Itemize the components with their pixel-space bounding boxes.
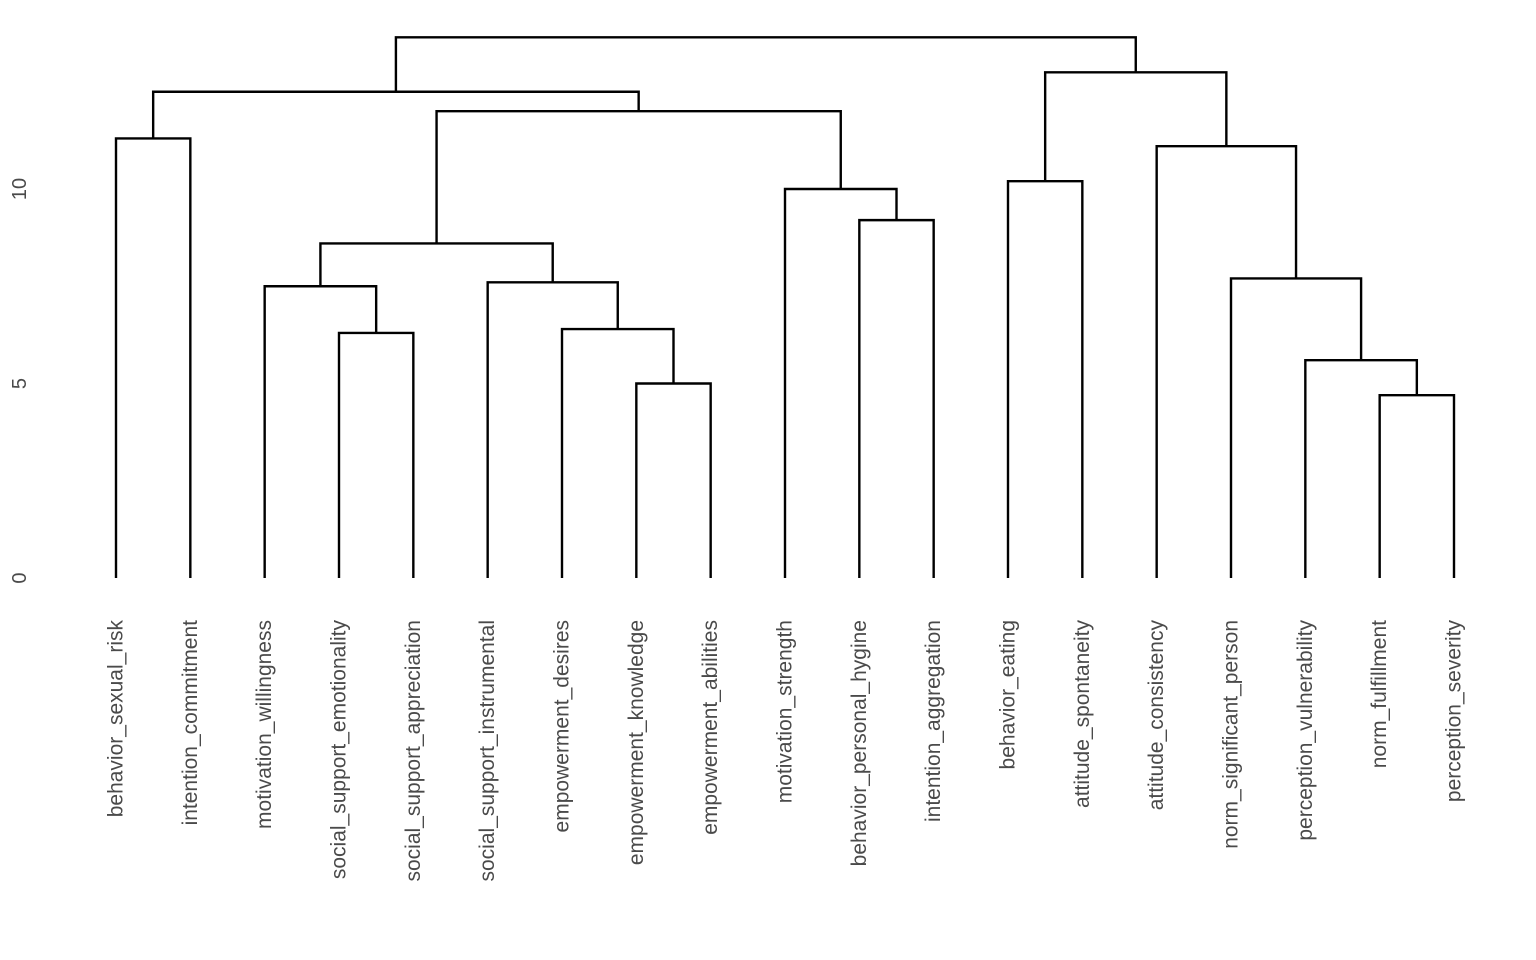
dendrogram-branch [435, 110, 842, 244]
dendrogram-branch [1304, 358, 1419, 578]
leaf-label: norm_fulfillment [1368, 620, 1391, 768]
leaf-label: attitude_spontaneity [1071, 620, 1094, 808]
leaf-label: empowerment_abilities [699, 620, 722, 835]
leaf-label: social_support_emotionality [328, 620, 351, 880]
dendrogram-branch [151, 90, 640, 139]
leaf-label: intention_aggregation [922, 620, 945, 822]
leaf-label: empowerment_desires [551, 620, 574, 832]
dendrogram-branch [337, 331, 415, 578]
dendrogram-branch [1006, 180, 1084, 578]
dendrogram-branch [858, 218, 935, 578]
y-tick-label: 10 [9, 178, 31, 200]
dendrogram-branch [486, 281, 619, 578]
y-tick-label: 0 [9, 572, 31, 583]
leaf-label: perception_severity [1443, 620, 1466, 803]
dendrogram-branch [635, 382, 712, 578]
leaf-label: perception_vulnerability [1294, 620, 1317, 841]
leaf-label: motivation_strength [774, 620, 797, 803]
leaf-label-group: behavior_sexual_risk intention_commitment… [105, 620, 1466, 882]
dendrogram-branch [1229, 277, 1363, 578]
dendrogram-branch [560, 327, 675, 578]
leaf-label: intention_commitment [179, 620, 202, 826]
y-axis: 0 5 10 [9, 178, 31, 584]
y-tick-label: 5 [9, 378, 31, 389]
dendrogram-branch [783, 187, 898, 578]
leaf-label: empowerment_knowledge [625, 620, 648, 865]
leaf-label: behavior_personal_hygine [848, 620, 871, 866]
dendrogram-branch [263, 285, 378, 578]
leaf-label: attitude_consistency [1145, 620, 1168, 811]
dendrogram-branch [1378, 393, 1456, 578]
branch-group [114, 36, 1456, 578]
dendrogram-branch [394, 36, 1137, 92]
dendrogram-branch [1043, 71, 1228, 182]
leaf-label: norm_significant_person [1220, 620, 1243, 849]
dendrogram-branch [1155, 145, 1298, 578]
leaf-label: behavior_sexual_risk [105, 620, 128, 818]
dendrogram-branch [319, 242, 554, 287]
leaf-label: motivation_willingness [253, 620, 276, 829]
leaf-label: social_support_instrumental [476, 620, 499, 881]
leaf-label: social_support_appreciation [402, 620, 425, 882]
dendrogram-branch [114, 137, 192, 578]
leaf-label: behavior_eating [997, 620, 1020, 769]
